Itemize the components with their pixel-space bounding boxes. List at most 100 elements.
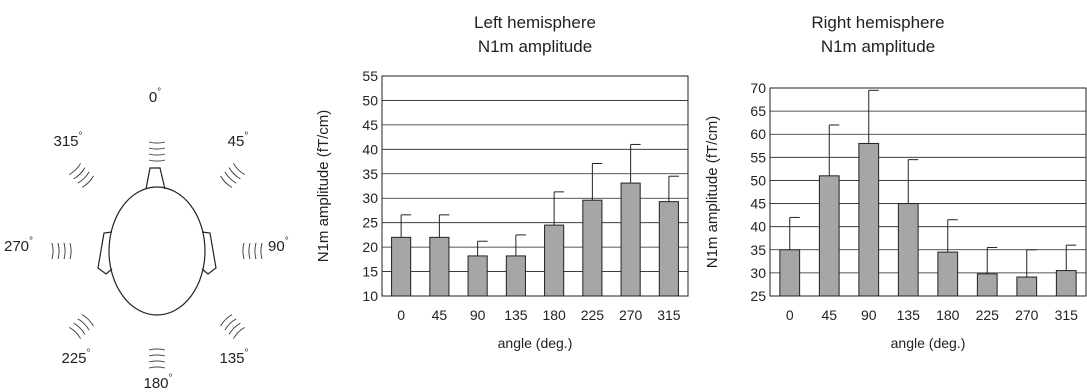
y-tick-label: 10 — [362, 288, 378, 304]
bar — [937, 251, 959, 297]
degree-symbol: ° — [169, 373, 173, 384]
y-tick-label: 25 — [362, 215, 378, 231]
sound-wave-arc — [242, 242, 245, 260]
degree-symbol: ° — [157, 87, 161, 98]
degree-symbol: ° — [87, 348, 91, 359]
sound-wave-arc — [81, 175, 94, 188]
left-ear — [97, 231, 113, 275]
bar — [897, 203, 919, 297]
angle-value: 315 — [53, 133, 78, 150]
sound-wave-arc — [220, 314, 233, 327]
chart-title-line: N1m amplitude — [821, 37, 935, 56]
angle-value: 180 — [143, 375, 168, 392]
plot-frame — [769, 87, 1087, 297]
x-tick-label: 135 — [504, 307, 528, 323]
sound-wave-arc — [260, 242, 263, 260]
angle-value: 45 — [228, 133, 245, 150]
x-tick-label: 90 — [470, 307, 486, 323]
angle-label-0: 0° — [149, 87, 161, 106]
angle-label-90: 90° — [268, 236, 289, 255]
x-tick-label: 270 — [619, 307, 643, 323]
angle-value: 135 — [219, 350, 244, 367]
degree-symbol: ° — [244, 131, 248, 142]
x-axis-label: angle (deg.) — [498, 335, 573, 351]
y-tick-label: 40 — [362, 141, 378, 157]
x-tick-label: 270 — [1015, 307, 1039, 323]
y-axis-label: N1m amplitude (fT/cm) — [704, 116, 721, 269]
left-hemisphere-chart: Left hemisphere N1m amplitude 10 15 20 25 30 35… — [315, 13, 689, 351]
y-tick-label: 30 — [750, 265, 766, 281]
chart-title-line: N1m amplitude — [478, 37, 592, 56]
x-axis-label: angle (deg.) — [891, 335, 966, 351]
right-hemisphere-chart: Right hemisphere N1m amplitude 25 30 35 40 45 5… — [704, 13, 1087, 351]
bar — [1016, 276, 1038, 297]
sound-wave-arc — [77, 171, 90, 184]
sound-wave-arc — [69, 327, 81, 339]
x-tick-label: 0 — [397, 307, 405, 323]
x-tick-label: 315 — [1055, 307, 1079, 323]
sound-wave-arc — [81, 314, 94, 327]
sound-wave-arc — [148, 348, 166, 351]
y-tick-label: 25 — [750, 288, 766, 304]
x-tick-label: 315 — [657, 307, 681, 323]
sound-waves — [51, 141, 263, 369]
sound-wave-arc — [148, 141, 166, 144]
y-tick-label: 50 — [750, 172, 766, 188]
bar — [976, 273, 998, 297]
sound-wave-arc — [69, 242, 72, 260]
x-tick-label: 225 — [581, 307, 605, 323]
sound-wave-arc — [233, 327, 245, 339]
degree-symbol: ° — [79, 131, 83, 142]
angle-label-225: 225° — [61, 348, 90, 367]
bar — [818, 175, 840, 297]
angle-value: 0 — [149, 89, 157, 106]
y-tick-label: 15 — [362, 264, 378, 280]
sound-wave-arc — [148, 153, 166, 156]
nose — [145, 167, 166, 190]
y-tick-label: 55 — [362, 68, 378, 84]
sound-wave-arc — [73, 322, 86, 335]
sound-wave-arc — [228, 167, 241, 180]
x-tick-label: 135 — [897, 307, 921, 323]
bar — [779, 249, 801, 297]
y-tick-label: 35 — [750, 242, 766, 258]
chart-title-line: Left hemisphere — [474, 13, 596, 32]
sound-wave-arc — [228, 322, 241, 335]
sound-wave-arc — [148, 366, 166, 369]
sound-wave-arc — [254, 242, 257, 260]
x-tick-label: 45 — [821, 307, 837, 323]
y-tick-label: 45 — [362, 117, 378, 133]
sound-wave-arc — [51, 242, 54, 260]
head-angle-diagram: 0°45°90°135°180°225°270°315° — [4, 87, 289, 392]
y-tick-label: 60 — [750, 126, 766, 142]
sound-wave-arc — [148, 147, 166, 150]
x-tick-label: 225 — [976, 307, 1000, 323]
bar — [391, 236, 412, 297]
angle-value: 270 — [4, 238, 29, 255]
x-tick-label: 180 — [542, 307, 566, 323]
degree-symbol: ° — [245, 348, 249, 359]
right-ear — [201, 231, 217, 275]
angle-label-270: 270° — [4, 236, 33, 255]
sound-wave-arc — [248, 242, 251, 260]
sound-wave-arc — [148, 354, 166, 357]
x-tick-label: 0 — [786, 307, 794, 323]
head-outline — [108, 186, 206, 316]
angle-value: 225 — [61, 350, 86, 367]
y-tick-label: 55 — [750, 149, 766, 165]
y-tick-label: 45 — [750, 196, 766, 212]
y-tick-label: 70 — [750, 80, 766, 96]
bar — [858, 142, 880, 297]
y-tick-label: 30 — [362, 190, 378, 206]
sound-wave-arc — [233, 163, 245, 175]
x-tick-label: 45 — [432, 307, 448, 323]
y-axis-label: N1m amplitude (fT/cm) — [315, 110, 332, 263]
sound-wave-arc — [148, 159, 166, 162]
angle-label-315: 315° — [53, 131, 82, 150]
sound-wave-arc — [63, 242, 66, 260]
angle-label-180: 180° — [143, 373, 172, 392]
bar — [658, 201, 679, 297]
bar — [467, 255, 488, 297]
sound-wave-arc — [224, 318, 237, 331]
x-tick-label: 180 — [936, 307, 960, 323]
